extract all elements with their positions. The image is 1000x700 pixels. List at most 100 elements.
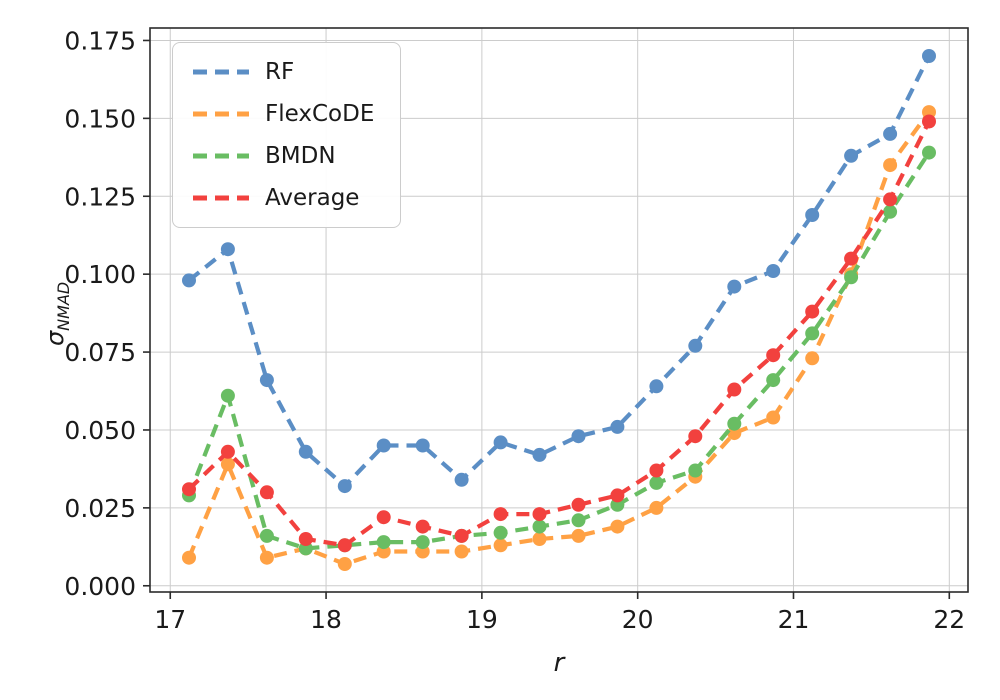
- series-marker-average: [532, 507, 547, 522]
- y-tick-label: 0.175: [64, 26, 136, 55]
- x-tick-label: 17: [154, 605, 186, 634]
- x-tick-label: 20: [622, 605, 654, 634]
- series-marker-flexcode: [649, 500, 664, 515]
- legend-entry-rf: RF: [193, 59, 374, 85]
- series-marker-rf: [922, 49, 936, 63]
- series-marker-rf: [182, 273, 196, 288]
- series-marker-flexcode: [766, 410, 781, 425]
- series-marker-flexcode: [532, 532, 547, 546]
- series-marker-average: [805, 304, 820, 319]
- series-marker-rf: [727, 279, 742, 294]
- series-marker-flexcode: [493, 538, 508, 553]
- series-marker-bmdn: [571, 513, 586, 528]
- axes-frame: [149, 27, 969, 593]
- series-marker-average: [337, 538, 352, 553]
- series-marker-rf: [415, 438, 430, 453]
- series-marker-rf: [688, 338, 703, 353]
- series-marker-rf: [220, 242, 235, 257]
- y-tick-label: 0.025: [64, 494, 136, 523]
- series-marker-bmdn: [220, 388, 235, 403]
- series-marker-average: [454, 528, 469, 543]
- series-marker-average: [649, 463, 664, 478]
- series-marker-average: [376, 510, 391, 525]
- series-marker-average: [610, 488, 625, 503]
- series-marker-average: [259, 485, 274, 500]
- series-marker-bmdn: [883, 204, 898, 219]
- x-tick-label: 22: [933, 605, 965, 634]
- legend-label: RF: [265, 59, 295, 85]
- series-marker-rf: [649, 379, 664, 394]
- x-tick-label: 21: [778, 605, 810, 634]
- series-marker-average: [220, 444, 235, 459]
- series-marker-flexcode: [805, 351, 820, 366]
- x-axis-label-text: r: [553, 648, 565, 678]
- series-marker-average: [493, 507, 508, 522]
- series-marker-average: [844, 251, 859, 266]
- series-marker-rf: [337, 479, 352, 494]
- series-marker-flexcode: [259, 550, 274, 565]
- series-marker-flexcode: [610, 519, 625, 534]
- legend-line-sample: [193, 195, 249, 201]
- legend-label: FlexCoDE: [265, 101, 375, 127]
- legend-entry-bmdn: BMDN: [193, 143, 374, 169]
- series-marker-average: [182, 482, 196, 497]
- series-marker-average: [571, 497, 586, 512]
- series-marker-bmdn: [922, 145, 936, 160]
- series-marker-flexcode: [220, 457, 235, 472]
- series-marker-rf: [883, 126, 898, 141]
- series-marker-bmdn: [805, 326, 820, 341]
- series-marker-bmdn: [493, 525, 508, 540]
- legend-label: Average: [265, 185, 360, 211]
- legend-line-sample: [193, 111, 249, 117]
- series-marker-bmdn: [766, 373, 781, 388]
- series-marker-flexcode: [571, 528, 586, 543]
- y-axis-label: σNMAD: [41, 32, 73, 596]
- series-marker-rf: [376, 438, 391, 453]
- series-marker-average: [688, 429, 703, 444]
- series-marker-bmdn: [376, 535, 391, 550]
- series-marker-average: [922, 114, 936, 129]
- y-tick-label: 0.100: [64, 260, 136, 289]
- legend-line-sample: [193, 69, 249, 75]
- y-tick-label: 0.125: [64, 182, 136, 211]
- series-marker-bmdn: [259, 528, 274, 543]
- x-tick-label: 18: [310, 605, 342, 634]
- series-marker-flexcode: [182, 550, 196, 565]
- series-marker-rf: [493, 435, 508, 450]
- series-marker-rf: [298, 444, 313, 459]
- series-marker-rf: [571, 429, 586, 444]
- series-marker-bmdn: [688, 463, 703, 478]
- series-marker-bmdn: [727, 416, 742, 431]
- y-axis-label-text: σ: [41, 330, 70, 347]
- y-tick-label: 0.150: [64, 104, 136, 133]
- series-marker-rf: [805, 208, 820, 222]
- series-marker-average: [298, 532, 313, 546]
- series-marker-bmdn: [844, 270, 859, 285]
- legend-entry-average: Average: [193, 185, 374, 211]
- legend: RF FlexCoDE BMDN Average: [172, 42, 402, 228]
- series-marker-bmdn: [532, 519, 547, 534]
- series-marker-flexcode: [454, 544, 469, 559]
- series-marker-average: [415, 519, 430, 534]
- legend-label: BMDN: [265, 143, 336, 169]
- series-marker-average: [883, 192, 898, 207]
- series-marker-rf: [844, 148, 859, 163]
- x-tick-label: 19: [466, 605, 498, 634]
- y-tick-label: 0.075: [64, 338, 136, 367]
- series-marker-bmdn: [415, 535, 430, 550]
- series-marker-rf: [610, 419, 625, 434]
- series-marker-average: [766, 348, 781, 363]
- y-tick-label: 0.050: [64, 416, 136, 445]
- y-axis-label-subscript: NMAD: [53, 281, 73, 331]
- series-marker-rf: [454, 472, 469, 487]
- x-axis-label: r: [150, 648, 968, 678]
- series-marker-bmdn: [649, 475, 664, 490]
- series-marker-flexcode: [883, 158, 898, 173]
- series-marker-average: [727, 382, 742, 397]
- series-marker-rf: [259, 373, 274, 388]
- series-marker-rf: [532, 447, 547, 462]
- y-tick-label: 0.000: [64, 572, 136, 601]
- series-line-rf: [187, 55, 931, 490]
